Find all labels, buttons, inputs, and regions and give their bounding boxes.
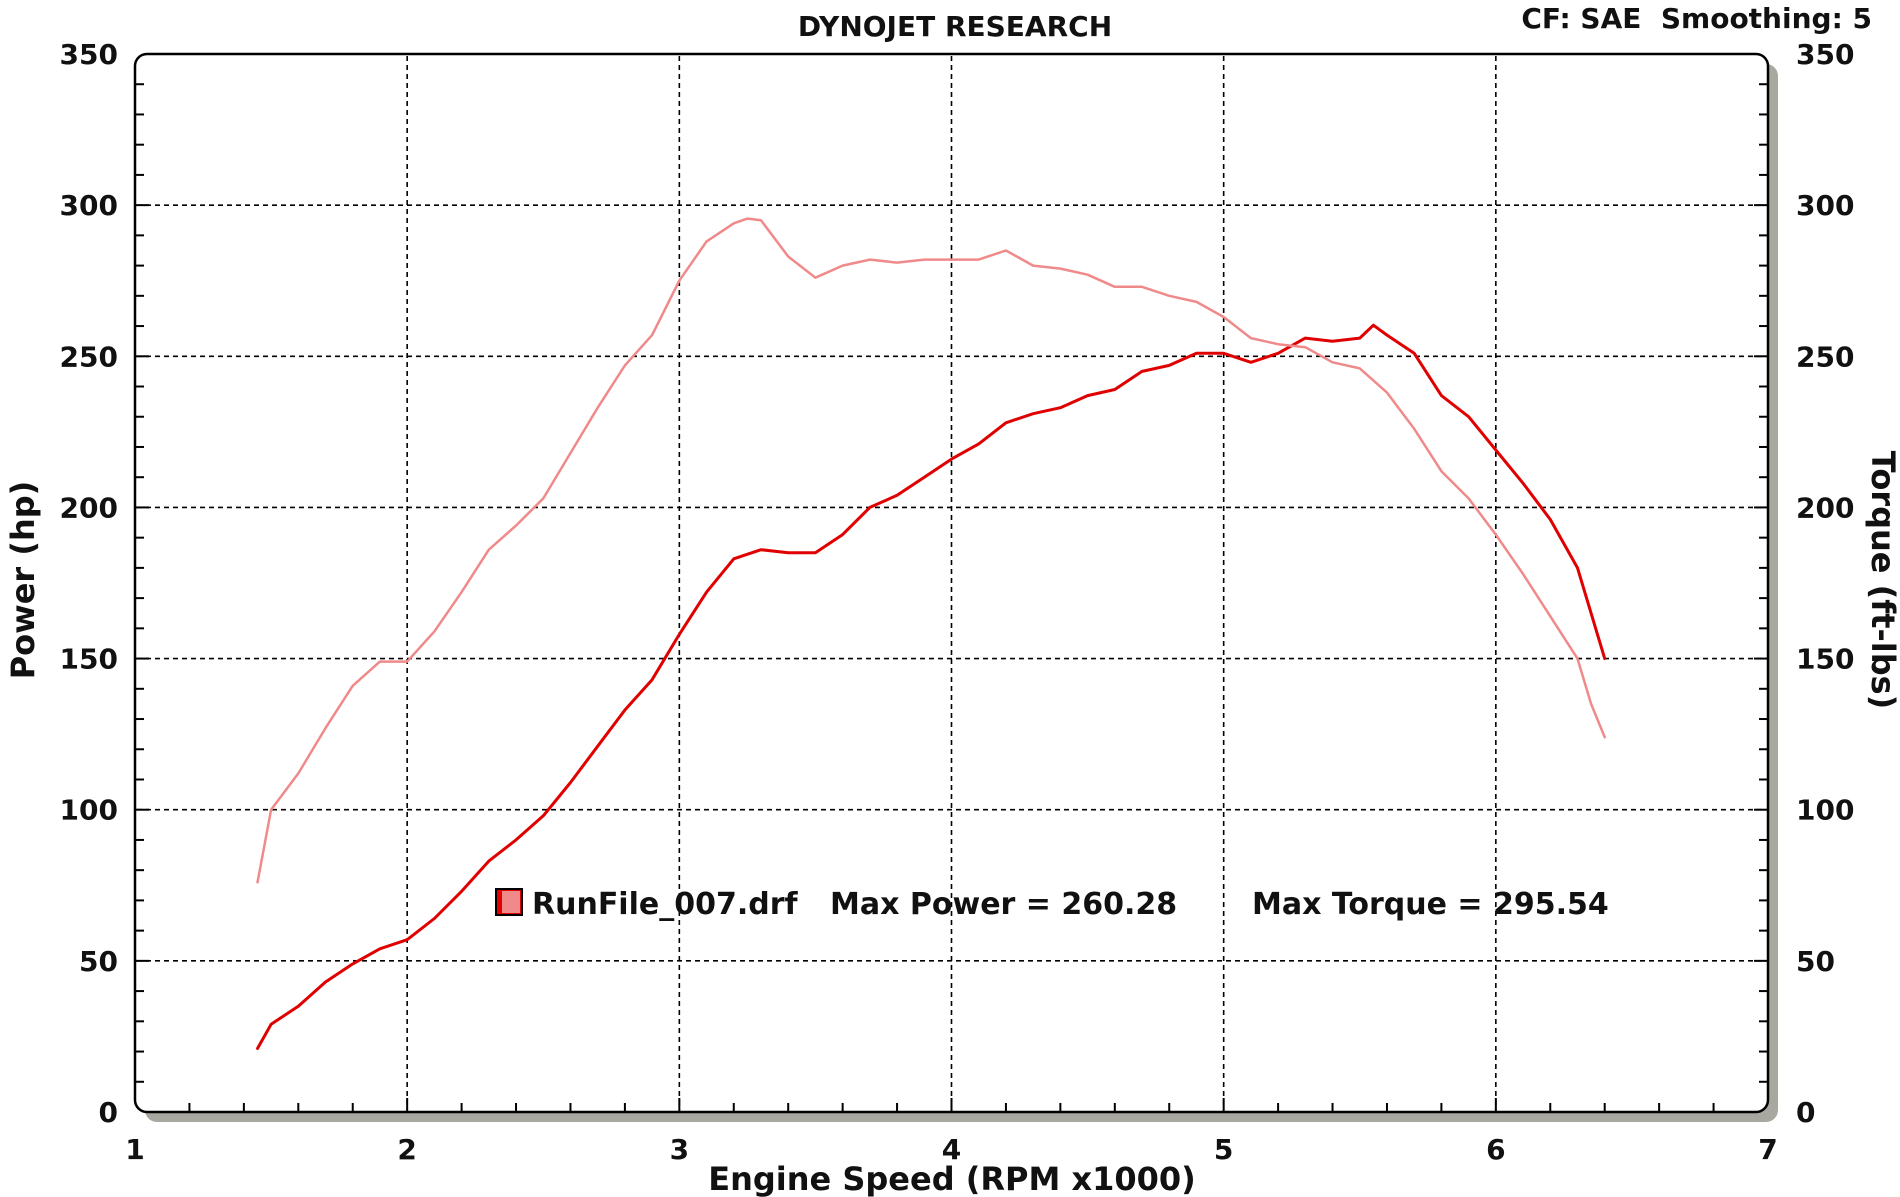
y-tick-label-left: 250 bbox=[60, 340, 118, 373]
legend: RunFile_007.drf Max Power = 260.28 Max T… bbox=[495, 887, 1609, 922]
legend-max-power: Max Power = 260.28 bbox=[830, 887, 1177, 922]
y-tick-label-right: 300 bbox=[1796, 189, 1854, 222]
minor-ticks bbox=[135, 83, 1768, 1112]
y-tick-label-right: 0 bbox=[1796, 1096, 1815, 1129]
y-tick-label-right: 100 bbox=[1796, 794, 1854, 827]
legend-max-torque: Max Torque = 295.54 bbox=[1252, 887, 1609, 922]
legend-file: RunFile_007.drf bbox=[532, 887, 799, 922]
y-tick-label-right: 150 bbox=[1796, 643, 1854, 676]
y-tick-label-right: 200 bbox=[1796, 491, 1854, 524]
x-tick-label: 4 bbox=[942, 1133, 961, 1166]
y-tick-label-left: 300 bbox=[60, 189, 118, 222]
chart-title: DYNOJET RESEARCH bbox=[798, 10, 1112, 43]
y-tick-label-left: 100 bbox=[60, 794, 118, 827]
y-tick-label-left: 150 bbox=[60, 643, 118, 676]
y-tick-label-right: 350 bbox=[1796, 38, 1854, 71]
x-axis-title: Engine Speed (RPM x1000) bbox=[708, 1160, 1196, 1197]
x-tick-label: 3 bbox=[670, 1133, 689, 1166]
legend-swatch-inner bbox=[502, 891, 520, 913]
y-axis-title-right: Torque (ft-lbs) bbox=[1864, 451, 1900, 710]
y-tick-label-left: 200 bbox=[60, 491, 118, 524]
y-axis-title-left: Power (hp) bbox=[4, 481, 42, 680]
x-tick-label: 5 bbox=[1214, 1133, 1233, 1166]
power-line bbox=[256, 323, 1607, 1050]
y-tick-label-left: 0 bbox=[99, 1096, 118, 1129]
torque-line bbox=[256, 217, 1606, 884]
header-right: CF: SAE Smoothing: 5 bbox=[1521, 2, 1872, 35]
y-tick-label-left: 350 bbox=[60, 38, 118, 71]
y-tick-label-right: 250 bbox=[1796, 340, 1854, 373]
y-tick-label-right: 50 bbox=[1796, 945, 1835, 978]
y-tick-label-left: 50 bbox=[79, 945, 118, 978]
x-tick-label: 1 bbox=[125, 1133, 144, 1166]
x-tick-label: 7 bbox=[1758, 1133, 1777, 1166]
series-lines bbox=[256, 217, 1607, 1050]
grid bbox=[137, 56, 1766, 1110]
x-tick-label: 6 bbox=[1486, 1133, 1505, 1166]
x-tick-label: 2 bbox=[397, 1133, 416, 1166]
